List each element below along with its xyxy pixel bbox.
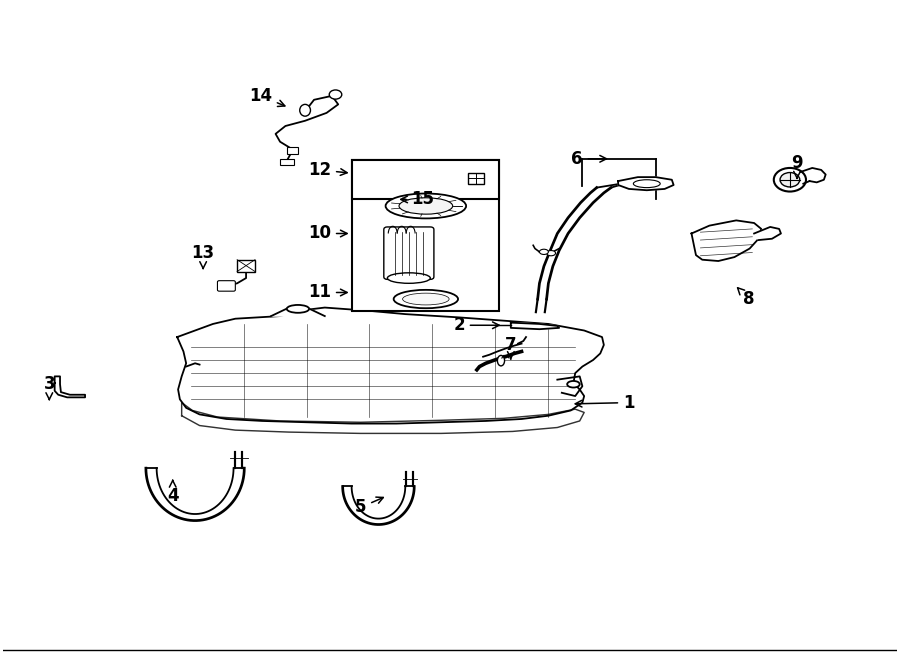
Text: 10: 10 xyxy=(308,225,347,243)
Polygon shape xyxy=(177,307,604,424)
Ellipse shape xyxy=(399,198,453,214)
Ellipse shape xyxy=(287,305,309,313)
Text: 9: 9 xyxy=(791,155,803,178)
FancyBboxPatch shape xyxy=(237,260,255,272)
FancyBboxPatch shape xyxy=(383,227,434,280)
FancyBboxPatch shape xyxy=(468,173,484,184)
Ellipse shape xyxy=(774,168,806,192)
Ellipse shape xyxy=(498,356,505,366)
Text: 15: 15 xyxy=(400,190,435,208)
Polygon shape xyxy=(691,220,761,261)
Ellipse shape xyxy=(300,104,310,116)
Polygon shape xyxy=(271,307,325,316)
Ellipse shape xyxy=(539,249,548,254)
FancyBboxPatch shape xyxy=(287,147,298,153)
Polygon shape xyxy=(618,177,673,190)
Polygon shape xyxy=(182,403,584,434)
Text: 6: 6 xyxy=(572,150,607,168)
Text: 8: 8 xyxy=(737,288,754,308)
Ellipse shape xyxy=(287,305,309,313)
Text: 3: 3 xyxy=(43,375,55,400)
Text: 4: 4 xyxy=(166,481,178,504)
Polygon shape xyxy=(55,376,86,397)
Text: 14: 14 xyxy=(248,87,285,106)
Text: 1: 1 xyxy=(575,393,634,412)
Ellipse shape xyxy=(546,251,555,256)
Ellipse shape xyxy=(393,290,458,308)
FancyBboxPatch shape xyxy=(280,159,294,165)
Text: 5: 5 xyxy=(355,497,383,516)
Text: 13: 13 xyxy=(192,244,215,268)
Polygon shape xyxy=(754,227,781,240)
Text: 12: 12 xyxy=(308,161,347,179)
Ellipse shape xyxy=(385,194,466,218)
Ellipse shape xyxy=(402,293,449,305)
Bar xyxy=(352,160,500,311)
Ellipse shape xyxy=(387,273,430,284)
FancyBboxPatch shape xyxy=(218,281,235,292)
Ellipse shape xyxy=(567,381,580,387)
Text: 7: 7 xyxy=(505,336,517,360)
Ellipse shape xyxy=(329,90,342,99)
Ellipse shape xyxy=(780,173,800,187)
Text: 11: 11 xyxy=(308,284,347,301)
Text: 2: 2 xyxy=(453,316,500,334)
Bar xyxy=(352,160,500,200)
Polygon shape xyxy=(511,323,559,329)
Ellipse shape xyxy=(634,180,661,188)
